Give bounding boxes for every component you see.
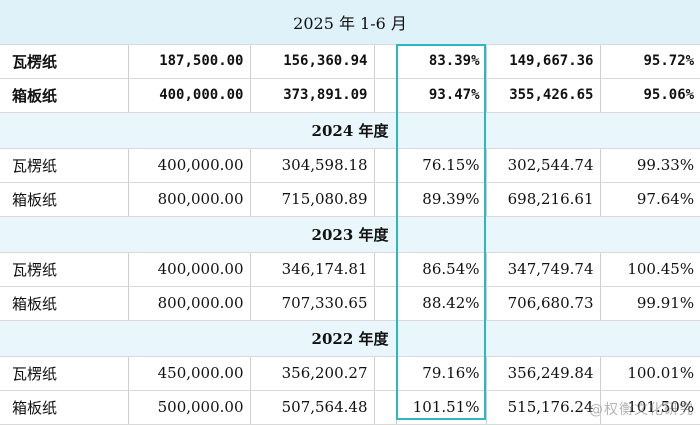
cell-value	[374, 78, 397, 113]
cell-value	[374, 44, 397, 79]
watermark: @权衡文化研究	[589, 402, 694, 418]
cell-value: 500,000.00	[128, 390, 251, 425]
cell-value	[374, 182, 397, 217]
cell-value: 83.39%	[396, 44, 487, 79]
cell-value: 400,000.00	[128, 148, 251, 183]
table-row: 箱板纸 800,000.00 707,330.65 88.42% 706,680…	[0, 286, 700, 321]
year-row: 2024 年度	[0, 112, 700, 149]
cell-value: 101.50%	[600, 390, 700, 425]
cell-value: 356,249.84	[486, 356, 601, 391]
cell-value: 89.39%	[396, 182, 487, 217]
product-name: 瓦楞纸	[0, 44, 129, 79]
year-label: 2024 年度	[0, 112, 700, 149]
cell-value: 76.15%	[396, 148, 487, 183]
cell-value: 101.51%	[396, 390, 487, 425]
product-name: 瓦楞纸	[0, 356, 129, 391]
year-row: 2023 年度	[0, 216, 700, 253]
cell-value: 698,216.61	[486, 182, 601, 217]
cell-value	[374, 286, 397, 321]
cell-value: 400,000.00	[128, 78, 251, 113]
cell-value: 450,000.00	[128, 356, 251, 391]
table-title: 2025 年 1-6 月	[0, 0, 700, 45]
product-name: 箱板纸	[0, 390, 129, 425]
year-label: 2023 年度	[0, 216, 700, 253]
cell-value	[374, 390, 397, 425]
cell-value: 187,500.00	[128, 44, 251, 79]
cell-value: 99.91%	[600, 286, 700, 321]
title-row: 2025 年 1-6 月	[0, 0, 700, 45]
table-row: 瓦楞纸 400,000.00 304,598.18 76.15% 302,544…	[0, 148, 700, 183]
year-row: 2022 年度	[0, 320, 700, 357]
cell-value: 97.64%	[600, 182, 700, 217]
cell-value: 715,080.89	[250, 182, 375, 217]
cell-value: 400,000.00	[128, 252, 251, 287]
cell-value: 149,667.36	[486, 44, 601, 79]
cell-value: 800,000.00	[128, 286, 251, 321]
table-row: 瓦楞纸 450,000.00 356,200.27 79.16% 356,249…	[0, 356, 700, 391]
cell-value: 346,174.81	[250, 252, 375, 287]
table-row: 箱板纸 800,000.00 715,080.89 89.39% 698,216…	[0, 182, 700, 217]
cell-value: 507,564.48	[250, 390, 375, 425]
cell-value: 79.16%	[396, 356, 487, 391]
cell-value: 99.33%	[600, 148, 700, 183]
year-label: 2022 年度	[0, 320, 700, 357]
table-row: 瓦楞纸 400,000.00 346,174.81 86.54% 347,749…	[0, 252, 700, 287]
cell-value: 95.72%	[600, 44, 700, 79]
table-row: 箱板纸 400,000.00 373,891.09 93.47% 355,426…	[0, 78, 700, 113]
cell-value: 515,176.24	[486, 390, 601, 425]
cell-value: 95.06%	[600, 78, 700, 113]
cell-value: 86.54%	[396, 252, 487, 287]
cell-value: 100.45%	[600, 252, 700, 287]
cell-value: 93.47%	[396, 78, 487, 113]
product-name: 箱板纸	[0, 78, 129, 113]
cell-value	[374, 252, 397, 287]
cell-value: 706,680.73	[486, 286, 601, 321]
cell-value	[374, 356, 397, 391]
cell-value: 355,426.65	[486, 78, 601, 113]
product-name: 箱板纸	[0, 286, 129, 321]
product-name: 瓦楞纸	[0, 252, 129, 287]
cell-value: 373,891.09	[250, 78, 375, 113]
cell-value	[374, 148, 397, 183]
cell-value: 707,330.65	[250, 286, 375, 321]
cell-value: 304,598.18	[250, 148, 375, 183]
cell-value: 100.01%	[600, 356, 700, 391]
cell-value: 356,200.27	[250, 356, 375, 391]
table-row: 瓦楞纸 187,500.00 156,360.94 83.39% 149,667…	[0, 44, 700, 79]
cell-value: 88.42%	[396, 286, 487, 321]
cell-value: 302,544.74	[486, 148, 601, 183]
product-name: 瓦楞纸	[0, 148, 129, 183]
cell-value: 347,749.74	[486, 252, 601, 287]
cell-value: 800,000.00	[128, 182, 251, 217]
product-name: 箱板纸	[0, 182, 129, 217]
cell-value: 156,360.94	[250, 44, 375, 79]
